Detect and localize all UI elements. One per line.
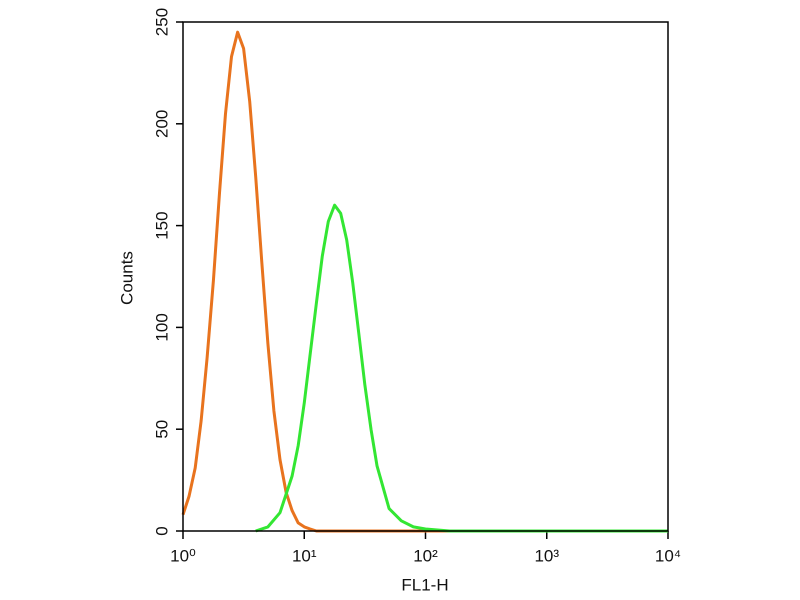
x-tick-label: 10¹	[292, 546, 317, 565]
y-tick-label: 0	[152, 526, 171, 535]
x-axis-label: FL1-H	[401, 575, 448, 594]
histogram-line	[255, 203, 668, 533]
x-tick-label: 10⁴	[655, 546, 681, 565]
x-tick-label: 10⁰	[170, 546, 196, 565]
y-tick-label: 100	[152, 313, 171, 341]
histogram-line	[181, 30, 668, 533]
x-tick-label: 10³	[534, 546, 559, 565]
plot-frame	[182, 21, 669, 532]
y-tick-label: 200	[152, 110, 171, 138]
y-tick-label: 150	[152, 211, 171, 239]
y-tick-label: 250	[152, 8, 171, 36]
y-tick-label: 50	[152, 420, 171, 439]
y-axis-label: Counts	[117, 251, 136, 305]
x-tick-label: 10²	[413, 546, 438, 565]
